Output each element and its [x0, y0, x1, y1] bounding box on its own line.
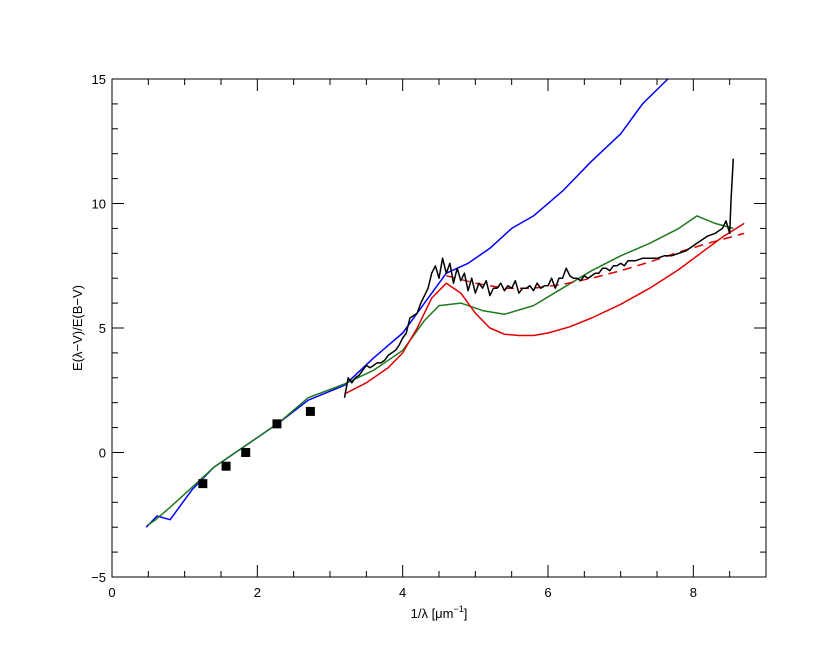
data-point-marker — [221, 461, 231, 471]
y-tick-label: 15 — [92, 72, 106, 87]
x-tick-label: 0 — [108, 585, 115, 600]
series-line-5 — [343, 158, 735, 398]
y-axis-title: E(λ−V)/E(B−V) — [70, 285, 85, 371]
x-axis-title-text: 1/λ [μm — [411, 606, 454, 621]
x-axis-title: 1/λ [μm−1] — [411, 604, 468, 621]
data-point-marker — [272, 419, 282, 429]
data-point-marker — [198, 479, 208, 489]
y-tick-label: 10 — [92, 197, 106, 212]
data-point-marker — [305, 406, 315, 416]
x-axis-title-suffix: ] — [464, 606, 468, 621]
x-tick-label: 8 — [690, 585, 697, 600]
x-tick-label: 4 — [399, 585, 406, 600]
data-point-marker — [241, 448, 251, 457]
x-tick-label: 6 — [544, 585, 551, 600]
series-line-3 — [344, 222, 745, 395]
x-tick-label: 2 — [254, 585, 261, 600]
series-layer — [145, 78, 745, 528]
x-axis-title-superscript: −1 — [454, 604, 464, 614]
series-line-2 — [147, 215, 734, 526]
y-tick-label: −5 — [91, 570, 106, 585]
plot-frame — [111, 78, 767, 578]
y-tick-label: 5 — [99, 321, 106, 336]
y-tick-label: 0 — [99, 446, 106, 461]
